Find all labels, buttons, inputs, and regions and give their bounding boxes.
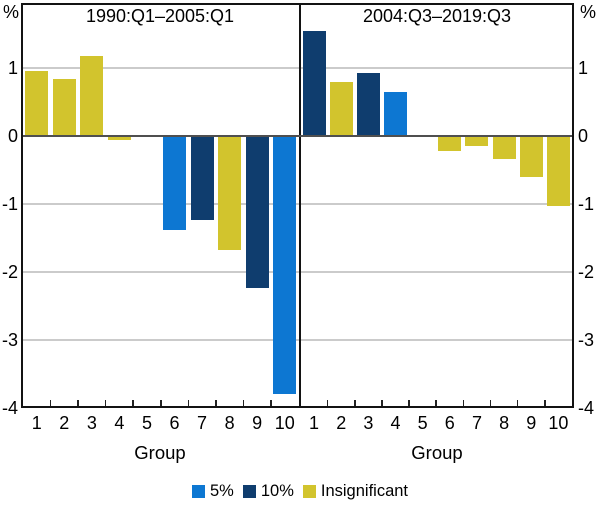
x-axis-tick [516, 400, 519, 406]
y-tick-label-right: 1 [578, 58, 589, 78]
x-tick-label-8: 8 [499, 413, 510, 433]
x-tick-label-8: 8 [224, 413, 235, 433]
x-axis-tick [326, 400, 329, 406]
bar-group-9 [519, 136, 543, 178]
x-tick-label-1: 1 [309, 413, 320, 433]
x-tick-label-6: 6 [169, 413, 180, 433]
y-tick-label-left: -3 [1, 330, 18, 350]
x-axis-tick [49, 400, 52, 406]
x-tick-label-2: 2 [336, 413, 347, 433]
y-tick-label-right: -3 [578, 330, 595, 350]
x-tick-label-10: 10 [548, 413, 569, 433]
bar-group-6 [163, 136, 187, 230]
bar-group-8 [492, 136, 516, 160]
y-axis-unit-left: % [3, 2, 20, 22]
x-axis-tick [381, 400, 383, 406]
y-tick-label-left: -1 [1, 194, 18, 214]
gridline-1 [23, 67, 572, 69]
y-tick-label-left: -4 [1, 398, 18, 418]
legend-label-10pct: 10% [260, 482, 294, 500]
y-tick-label-right: -2 [578, 262, 595, 282]
bar-group-6 [438, 136, 462, 151]
x-axis-tick [242, 400, 245, 406]
x-axis-tick [435, 400, 438, 406]
gridline--1 [23, 203, 572, 205]
x-axis-tick [77, 400, 79, 406]
bar-group-3 [80, 55, 104, 136]
x-tick-label-4: 4 [390, 413, 401, 433]
legend-swatch-5pct-icon [191, 485, 205, 498]
y-tick-label-right: 0 [578, 126, 589, 146]
y-tick-label-left: 1 [7, 58, 18, 78]
legend-swatch-insignificant-icon [302, 485, 316, 498]
x-tick-label-10: 10 [274, 413, 295, 433]
bar-group-7 [190, 136, 214, 221]
bar-group-10 [546, 136, 570, 207]
legend-item-5pct: 5% [191, 482, 234, 500]
x-tick-label-9: 9 [526, 413, 537, 433]
x-tick-label-4: 4 [114, 413, 125, 433]
x-axis-tick [132, 400, 134, 406]
bar-group-8 [218, 136, 242, 250]
x-tick-label-7: 7 [197, 413, 208, 433]
panel-title-left: 1990:Q1–2005:Q1 [85, 6, 235, 26]
x-axis-label-left: Group [134, 442, 186, 463]
x-tick-label-1: 1 [31, 413, 42, 433]
x-tick-label-6: 6 [444, 413, 455, 433]
legend-label-5pct: 5% [209, 482, 234, 500]
x-axis-tick [215, 400, 217, 406]
legend-swatch-10pct-icon [242, 485, 256, 498]
bar-group-4 [384, 91, 408, 136]
legend: 5% 10% Insignificant [0, 483, 600, 500]
legend-item-insignificant: Insignificant [302, 482, 409, 500]
y-tick-label-left: -2 [1, 262, 18, 282]
bar-group-9 [245, 136, 269, 289]
panel-title-right: 2004:Q3–2019:Q3 [362, 6, 512, 26]
y-axis-unit-right: % [580, 2, 597, 22]
bar-group-10 [273, 136, 297, 394]
legend-item-10pct: 10% [242, 482, 294, 500]
x-axis-tick [462, 400, 465, 406]
x-axis-tick [104, 400, 107, 406]
bar-group-2 [329, 81, 353, 136]
plot-frame [21, 3, 574, 408]
x-tick-label-5: 5 [141, 413, 152, 433]
x-tick-label-3: 3 [86, 413, 97, 433]
x-axis-tick [544, 400, 546, 406]
panel-divider [298, 3, 301, 408]
x-tick-label-5: 5 [417, 413, 428, 433]
x-tick-label-9: 9 [252, 413, 263, 433]
gridline--3 [23, 339, 572, 341]
bar-group-3 [356, 73, 380, 136]
x-axis-tick [270, 400, 272, 406]
x-axis-tick [408, 400, 410, 406]
y-tick-label-left: 0 [7, 126, 18, 146]
bar-group-2 [52, 78, 76, 136]
x-axis-tick [159, 400, 162, 406]
y-tick-label-right: -4 [578, 398, 595, 418]
x-axis-tick [187, 400, 190, 406]
x-tick-label-7: 7 [471, 413, 482, 433]
bar-group-1 [25, 71, 49, 136]
legend-label-insignificant: Insignificant [320, 482, 409, 500]
x-tick-label-3: 3 [363, 413, 374, 433]
bar-group-4 [107, 136, 131, 141]
zero-line [23, 134, 572, 138]
gridline--2 [23, 271, 572, 273]
x-tick-label-2: 2 [59, 413, 70, 433]
x-axis-tick [354, 400, 356, 406]
y-tick-label-right: -1 [578, 194, 595, 214]
x-axis-label-right: Group [411, 442, 463, 463]
bar-group-1 [302, 31, 326, 136]
x-axis-tick [489, 400, 492, 406]
bar-group-7 [465, 136, 489, 146]
